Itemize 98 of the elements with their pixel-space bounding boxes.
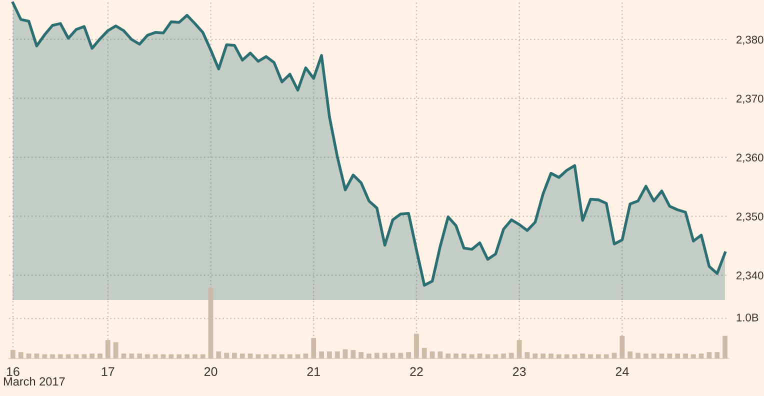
bar	[564, 354, 570, 358]
y-tick-label: 2,380	[736, 36, 764, 45]
bar	[485, 354, 490, 358]
bar	[659, 354, 664, 358]
bar	[636, 352, 640, 358]
bar	[248, 354, 253, 358]
bar	[493, 354, 498, 358]
bar	[311, 338, 316, 358]
x-tick-label: 24	[616, 367, 629, 376]
bar	[184, 354, 190, 358]
bar	[643, 354, 648, 358]
bar	[232, 352, 237, 358]
bar	[366, 354, 372, 358]
bar	[651, 354, 656, 358]
x-axis-title: March 2017	[4, 377, 65, 386]
bar	[34, 354, 40, 358]
bar	[129, 354, 134, 358]
bar	[90, 354, 95, 358]
bar	[342, 349, 348, 358]
bar	[216, 351, 222, 358]
bar	[422, 348, 427, 358]
bar	[667, 354, 672, 358]
bar	[326, 351, 332, 358]
bar	[240, 354, 245, 358]
x-tick-label: 17	[102, 367, 114, 376]
bar	[580, 354, 586, 358]
bar	[556, 354, 562, 358]
bar	[280, 354, 284, 358]
bar	[66, 354, 71, 358]
bar	[168, 354, 174, 358]
bar	[208, 288, 214, 358]
bar	[620, 336, 625, 358]
x-tick-label: 23	[513, 367, 526, 376]
bar	[42, 354, 48, 358]
bar	[98, 354, 102, 358]
bar	[722, 336, 728, 358]
x-tick-label: 20	[204, 367, 218, 376]
bar	[272, 354, 277, 358]
bar	[477, 354, 482, 358]
bar	[698, 354, 704, 358]
bar	[596, 354, 601, 358]
y-tick-label: 2,370	[736, 94, 764, 104]
bar	[82, 354, 87, 358]
bar	[714, 352, 720, 358]
bar	[374, 352, 380, 358]
y-tick-label: 2,340	[736, 272, 764, 281]
bar	[438, 351, 443, 358]
bar	[58, 354, 63, 358]
bar	[200, 354, 206, 358]
bar	[105, 340, 110, 358]
bar	[50, 354, 55, 358]
bar	[706, 352, 712, 358]
bar	[350, 350, 356, 358]
bar	[516, 340, 522, 358]
bar	[10, 350, 16, 358]
bar	[628, 351, 633, 358]
bar	[414, 334, 419, 358]
bar	[588, 354, 593, 358]
bar	[382, 352, 388, 358]
bar	[113, 342, 118, 358]
bar	[192, 354, 198, 358]
y-tick-label: 2,350	[736, 212, 764, 222]
bar	[501, 354, 506, 358]
bar	[406, 352, 412, 358]
x-tick-label: 22	[410, 367, 423, 376]
bar	[548, 354, 554, 358]
bar	[690, 354, 696, 358]
bar	[121, 354, 126, 358]
bar	[18, 352, 24, 358]
bar	[454, 354, 458, 358]
bar	[26, 354, 32, 358]
bar	[524, 352, 530, 358]
y-tick-label: 2,360	[736, 154, 764, 163]
bar	[430, 351, 435, 358]
bar	[287, 354, 292, 358]
bar	[675, 354, 680, 358]
bar	[334, 351, 340, 358]
bar	[461, 354, 466, 358]
bar	[176, 354, 182, 358]
bar	[469, 354, 474, 358]
bar	[137, 354, 142, 358]
bar	[145, 354, 150, 358]
bar	[398, 352, 404, 358]
bar	[319, 351, 324, 358]
bar	[224, 352, 230, 358]
bar	[508, 352, 514, 358]
bar	[446, 354, 451, 358]
bar	[303, 354, 308, 358]
ref-line-label: 1.0B	[736, 314, 758, 322]
bar	[264, 354, 269, 358]
x-tick-label: 21	[307, 367, 320, 376]
bar	[683, 354, 688, 358]
bar	[358, 352, 364, 358]
bar	[540, 354, 546, 358]
bar	[152, 354, 158, 358]
x-tick-label: 16	[6, 367, 20, 376]
bar	[604, 354, 609, 358]
bar	[532, 354, 538, 358]
